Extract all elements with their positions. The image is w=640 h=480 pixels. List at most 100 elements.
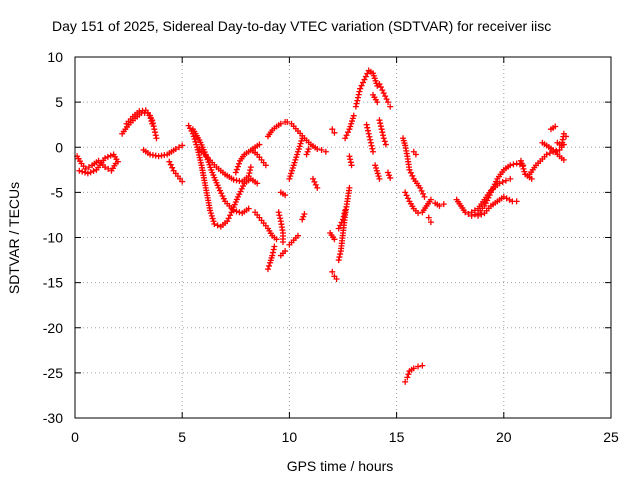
data-point [288, 167, 295, 174]
data-point [236, 191, 243, 198]
data-point [489, 186, 496, 193]
data-point [269, 249, 276, 256]
data-point [193, 141, 200, 148]
data-point [114, 158, 121, 165]
data-point [382, 93, 389, 100]
data-point [234, 163, 241, 170]
data-point [232, 169, 239, 176]
data-point [147, 115, 154, 122]
data-point [379, 87, 386, 94]
data-point [300, 213, 307, 220]
data-point [175, 144, 182, 151]
data-point [465, 211, 472, 218]
data-point [277, 215, 284, 222]
data-point [238, 185, 245, 192]
data-point [427, 219, 434, 226]
data-point [207, 207, 214, 214]
data-point [376, 175, 383, 182]
data-point [380, 90, 387, 97]
data-point [230, 207, 237, 214]
data-point [227, 212, 234, 219]
data-point [79, 168, 86, 175]
data-point [102, 164, 109, 171]
data-point [346, 184, 353, 191]
data-point [296, 143, 303, 150]
data-point [151, 126, 158, 133]
data-point [346, 153, 353, 160]
data-point [341, 210, 348, 217]
data-point [405, 195, 412, 202]
data-point [236, 160, 243, 167]
data-point [528, 175, 535, 182]
data-point [318, 146, 325, 153]
data-point [367, 139, 374, 146]
data-point [348, 120, 355, 127]
data-point [347, 123, 354, 130]
data-point [153, 135, 160, 142]
data-point [240, 183, 247, 190]
y-tick-label: -5 [51, 184, 64, 200]
data-point [370, 148, 377, 155]
data-point [507, 175, 514, 182]
data-point [256, 141, 263, 148]
data-point [218, 190, 225, 197]
data-point [76, 167, 83, 174]
data-point [220, 195, 227, 202]
x-tick-label: 20 [496, 429, 512, 445]
data-point [546, 150, 553, 157]
data-point [436, 202, 443, 209]
y-tick-label: 5 [55, 94, 63, 110]
data-point [208, 212, 215, 219]
data-point [224, 218, 231, 225]
data-point [380, 135, 387, 142]
data-point [360, 79, 367, 86]
data-point [291, 159, 298, 166]
data-point [264, 266, 271, 273]
x-tick-label: 25 [603, 429, 619, 445]
data-point [353, 100, 360, 107]
data-point [87, 169, 94, 176]
data-point [440, 201, 447, 208]
data-point [507, 162, 514, 169]
data-point [404, 374, 411, 381]
data-point [385, 99, 392, 106]
data-point [299, 135, 306, 142]
data-point [499, 178, 506, 185]
data-point [275, 209, 282, 216]
data-point [338, 219, 345, 226]
data-point [357, 85, 364, 92]
data-point [191, 136, 198, 143]
data-point [421, 193, 428, 200]
data-point [377, 123, 384, 130]
data-point [368, 142, 375, 149]
y-tick-label: -15 [43, 275, 63, 291]
data-point [361, 76, 368, 83]
data-point [292, 156, 299, 163]
data-point [245, 205, 252, 212]
data-point [215, 184, 222, 191]
data-point [85, 164, 92, 171]
data-point [294, 148, 301, 155]
data-point [311, 178, 318, 185]
data-point [225, 215, 232, 222]
data-point [407, 169, 414, 176]
data-point [543, 151, 550, 158]
data-point [84, 170, 91, 177]
data-point [336, 254, 343, 261]
data-point [415, 210, 422, 217]
data-point [405, 371, 412, 378]
data-point [305, 146, 312, 153]
data-point [342, 207, 349, 214]
data-point [299, 216, 306, 223]
data-point [347, 159, 354, 166]
data-point [385, 169, 392, 176]
data-point [247, 167, 254, 174]
data-point [304, 148, 311, 155]
data-point [262, 162, 269, 169]
data-point [277, 120, 284, 127]
data-point [270, 246, 277, 253]
data-point [496, 180, 503, 187]
data-point [381, 138, 388, 145]
data-point [148, 118, 155, 125]
